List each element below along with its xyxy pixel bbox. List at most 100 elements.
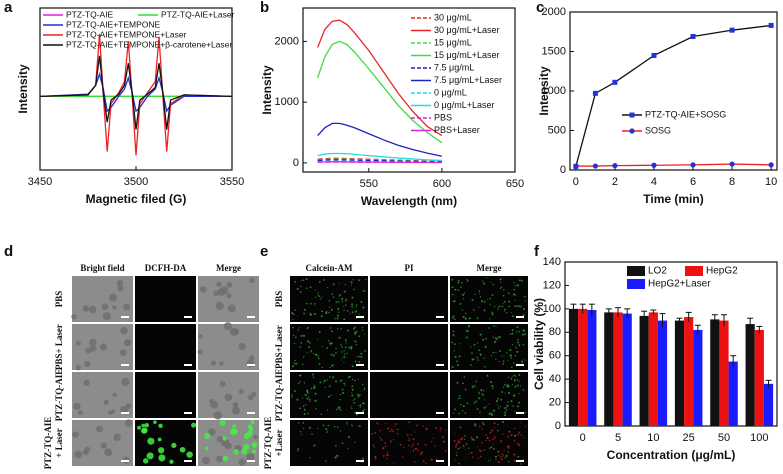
cell — [301, 363, 304, 365]
cell — [117, 285, 124, 292]
y-tick-label: 0 — [293, 157, 299, 169]
cell — [494, 455, 497, 458]
cell — [501, 421, 504, 424]
cell — [197, 349, 203, 355]
cell — [516, 350, 519, 353]
legend-swatch — [627, 279, 645, 289]
cell — [204, 432, 211, 440]
column-header: Merge — [477, 263, 502, 273]
data-point — [592, 163, 598, 169]
cell — [464, 388, 467, 391]
cell — [520, 434, 523, 436]
legend-label: PTZ-TQ-AIE+Laser — [161, 9, 235, 19]
data-line — [317, 161, 442, 164]
plot-frame — [564, 261, 778, 427]
cell — [324, 386, 326, 388]
cell — [510, 377, 513, 380]
cell — [328, 385, 331, 388]
cell — [501, 391, 504, 393]
cell — [503, 300, 506, 303]
cell — [360, 301, 363, 303]
error-bar — [641, 310, 648, 321]
cell — [213, 411, 222, 420]
cell — [317, 291, 319, 294]
cell — [331, 330, 333, 333]
cell — [179, 446, 186, 453]
cell — [315, 408, 317, 410]
cell — [453, 439, 456, 443]
cell — [507, 385, 510, 388]
cell — [464, 438, 466, 440]
legend-label: 0 μg/mL — [434, 87, 467, 97]
cell — [364, 387, 366, 389]
cell — [306, 397, 309, 400]
cell — [489, 303, 491, 306]
cell — [355, 340, 357, 343]
cell — [500, 286, 503, 288]
cell — [480, 455, 482, 458]
cell — [465, 457, 467, 459]
cell — [332, 296, 335, 299]
cell — [334, 317, 336, 320]
cell — [482, 395, 484, 397]
cell — [481, 428, 483, 430]
cell — [71, 313, 77, 320]
cell — [499, 440, 502, 443]
cell — [497, 450, 500, 453]
bar — [674, 320, 685, 426]
cell — [514, 300, 516, 302]
cell — [123, 303, 131, 311]
cell — [396, 428, 399, 431]
cell — [379, 429, 381, 432]
cell — [342, 306, 344, 308]
legend-label: 30 μg/mL+Laser — [434, 25, 499, 35]
cell — [520, 306, 523, 308]
cell — [390, 428, 393, 431]
cell — [481, 280, 484, 283]
cell — [198, 334, 203, 339]
bar — [754, 329, 764, 426]
cell — [460, 403, 462, 406]
cell — [499, 405, 502, 408]
cell — [346, 422, 348, 424]
x-tick-label: 3500 — [124, 176, 148, 188]
column-header: Calcein-AM — [306, 263, 353, 273]
cell — [513, 395, 515, 397]
cell — [494, 305, 496, 308]
cell — [471, 358, 474, 361]
x-tick-label: 8 — [729, 176, 735, 188]
y-axis-label: Cell viability (%) — [532, 298, 546, 390]
cell — [350, 284, 352, 286]
cell — [330, 344, 332, 346]
cell — [492, 448, 495, 450]
cell — [488, 403, 490, 405]
cell — [301, 433, 303, 435]
cell — [355, 304, 358, 306]
scale-bar — [516, 412, 524, 414]
cell — [291, 365, 295, 368]
cell — [476, 317, 479, 320]
legend-label: PTZ-TQ-AIE — [66, 9, 114, 19]
cell — [510, 366, 513, 369]
cell — [208, 428, 216, 436]
y-tick-label: 120 — [543, 279, 561, 291]
cell — [410, 451, 412, 453]
cell — [457, 397, 459, 400]
data-line — [317, 19, 443, 137]
cell — [464, 435, 466, 437]
row-label: + Laser — [54, 428, 64, 457]
cell — [522, 314, 525, 317]
cell — [82, 305, 90, 312]
legend-label: PTZ-TQ-AIE+SOSG — [645, 109, 726, 119]
cell — [502, 455, 504, 457]
cell — [362, 409, 365, 412]
cell — [89, 338, 97, 347]
cell — [457, 441, 460, 444]
cell — [351, 391, 353, 393]
cell — [353, 401, 356, 404]
cell — [313, 386, 316, 389]
cell — [512, 383, 514, 385]
y-tick-label: 1000 — [542, 85, 566, 97]
x-tick-label: 10 — [765, 176, 777, 188]
cell — [232, 424, 236, 429]
